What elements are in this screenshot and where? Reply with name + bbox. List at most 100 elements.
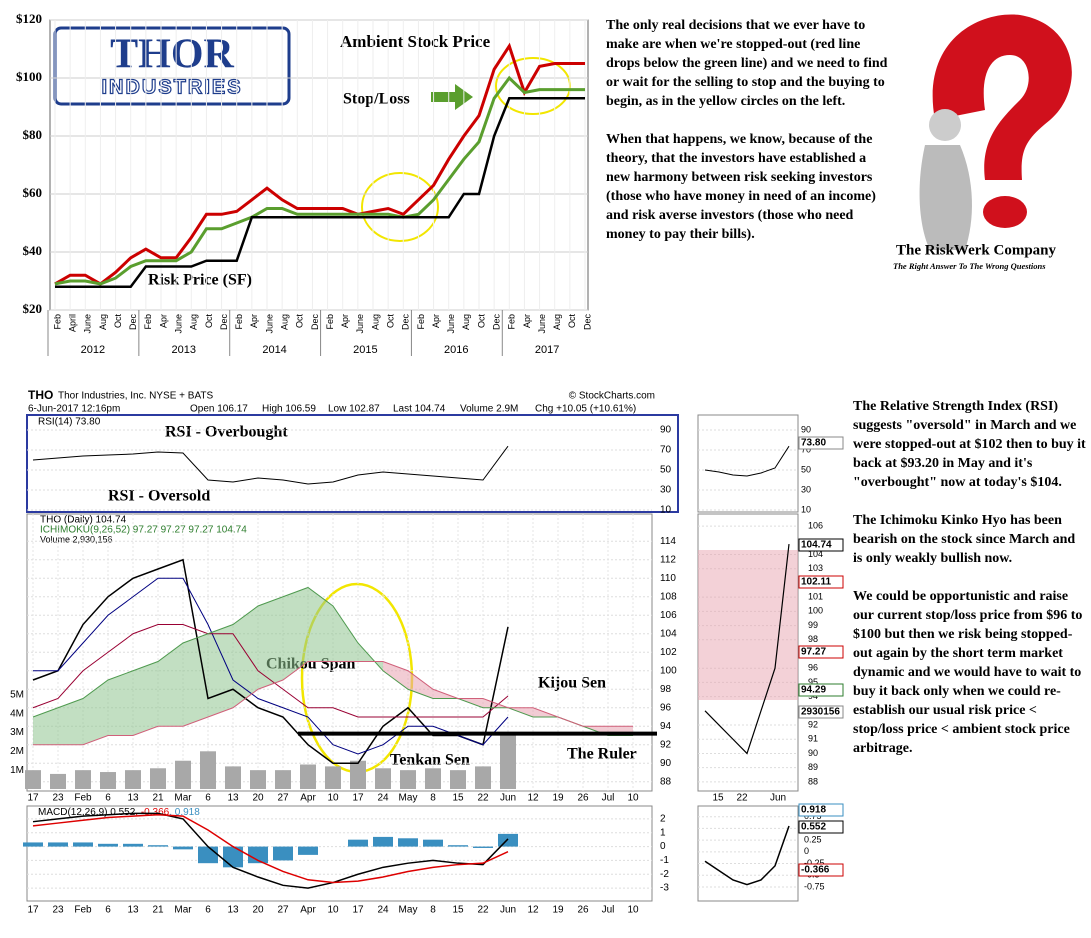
annotation: Ambient Stock Price bbox=[340, 32, 491, 51]
text-bottom: The Relative Strength Index (RSI) sugges… bbox=[853, 397, 1087, 777]
y-tick-label: 88 bbox=[660, 776, 672, 787]
volume-tick-label: 3M bbox=[10, 727, 24, 738]
y-tick-label: $100 bbox=[16, 69, 42, 84]
x-tick-label: 17 bbox=[27, 905, 39, 916]
value-label: -0.366 bbox=[801, 865, 830, 876]
cloud bbox=[308, 587, 333, 662]
x-tick-label: April bbox=[68, 314, 78, 332]
x-tick-label: Jul bbox=[602, 793, 615, 804]
histogram-bar bbox=[348, 839, 368, 847]
y-tick-label: -1 bbox=[660, 855, 669, 866]
legend: Volume 2,930,156 bbox=[40, 534, 113, 544]
x-tick-label: June bbox=[174, 314, 184, 334]
value-label: 97.27 bbox=[801, 647, 826, 658]
x-tick-label: Feb bbox=[143, 314, 153, 330]
y-tick-label: 95 bbox=[808, 677, 818, 687]
x-tick-label: 13 bbox=[127, 905, 139, 916]
y-tick-label: 98 bbox=[660, 684, 672, 695]
y-tick-label: 50 bbox=[660, 465, 672, 476]
legend: ICHIMOKU(9,26,52) 97.27 97.27 97.27 104.… bbox=[40, 525, 247, 536]
histogram-bar bbox=[473, 846, 493, 848]
value-label-box bbox=[798, 820, 844, 834]
paragraph: When that happens, we know, because of t… bbox=[606, 132, 876, 242]
x-tick-label: 6 bbox=[105, 793, 111, 804]
x-tick-label: June bbox=[355, 314, 365, 334]
value-label-box bbox=[798, 538, 844, 552]
line bbox=[33, 577, 509, 755]
y-tick-label: 96 bbox=[660, 702, 672, 713]
histogram-bar bbox=[398, 838, 418, 847]
x-tick-label: Feb bbox=[416, 314, 426, 330]
y-tick-label: 0.25 bbox=[804, 835, 822, 845]
histogram-bar bbox=[448, 845, 468, 847]
histogram-bar bbox=[23, 842, 43, 847]
x-tick-label: Aug bbox=[370, 314, 380, 330]
quote-field: High 106.59 bbox=[262, 404, 316, 415]
cloud bbox=[258, 596, 283, 690]
macd-frame bbox=[26, 805, 653, 902]
y-tick-label: 90 bbox=[808, 748, 818, 758]
histogram-bar bbox=[423, 839, 443, 847]
mini-frame bbox=[697, 414, 799, 513]
y-tick-label: $120 bbox=[16, 11, 42, 26]
x-tick-label: 15 bbox=[452, 793, 464, 804]
histogram-bar bbox=[273, 846, 293, 861]
quote-field: Volume 2.9M bbox=[460, 404, 518, 415]
paragraph: The only real decisions that we ever hav… bbox=[606, 18, 888, 109]
x-tick-label: Apr bbox=[300, 793, 316, 804]
line bbox=[33, 661, 633, 746]
volume-bar bbox=[300, 764, 316, 789]
x-tick-label: 15 bbox=[452, 905, 464, 916]
cloud bbox=[83, 680, 108, 745]
y-tick-label: 114 bbox=[660, 536, 676, 547]
volume-tick-label: 2M bbox=[10, 746, 24, 757]
volume-bar bbox=[275, 770, 291, 789]
x-tick-label: June bbox=[83, 314, 93, 334]
x-tick-label: 19 bbox=[552, 793, 564, 804]
x-tick-label: May bbox=[399, 905, 418, 916]
x-tick-label: Aug bbox=[98, 314, 108, 330]
y-tick-label: $60 bbox=[23, 185, 43, 200]
y-tick-label: 98 bbox=[808, 634, 818, 644]
value-label-box bbox=[798, 705, 844, 719]
x-tick-label: Feb bbox=[52, 314, 62, 330]
x-tick-label: Dec bbox=[219, 314, 229, 331]
value-label-box bbox=[798, 863, 844, 877]
histogram-bar bbox=[148, 845, 168, 847]
y-tick-label: -3 bbox=[660, 883, 669, 894]
y-tick-label: 10 bbox=[801, 504, 811, 514]
x-tick-label: May bbox=[399, 793, 418, 804]
value-label-box bbox=[798, 436, 844, 450]
volume-bar bbox=[250, 770, 266, 789]
y-tick-label: 90 bbox=[660, 425, 672, 436]
line bbox=[32, 558, 509, 764]
paragraph: The Relative Strength Index (RSI) sugges… bbox=[853, 399, 1086, 490]
volume-bar bbox=[50, 773, 66, 789]
x-tick-label: Mar bbox=[174, 905, 192, 916]
y-tick-label: 100 bbox=[808, 606, 823, 616]
x-tick-label: 10 bbox=[327, 905, 339, 916]
x-tick-label: Apr bbox=[300, 905, 316, 916]
line bbox=[32, 812, 509, 889]
x-tick-label: 12 bbox=[527, 905, 539, 916]
x-tick-label: 23 bbox=[52, 793, 64, 804]
x-tick-label: Oct bbox=[113, 314, 123, 329]
y-tick-label: 0 bbox=[660, 841, 666, 852]
x-tick-label: Dec bbox=[401, 314, 411, 331]
histogram-bar bbox=[373, 836, 393, 847]
x-tick-label: 22 bbox=[736, 793, 748, 804]
volume-tick-label: 1M bbox=[10, 765, 24, 776]
x-tick-label: Apr bbox=[340, 314, 350, 328]
y-tick-label: $40 bbox=[23, 243, 43, 258]
x-tick-label: Mar bbox=[174, 793, 192, 804]
quote-field: Open 106.17 bbox=[190, 404, 248, 415]
x-tick-label: 10 bbox=[627, 793, 639, 804]
x-tick-label: Oct bbox=[476, 314, 486, 329]
x-tick-label: 13 bbox=[227, 793, 239, 804]
volume-bar bbox=[175, 760, 191, 789]
annotation: Risk Price (SF) bbox=[148, 272, 252, 289]
x-tick-label: 22 bbox=[477, 905, 489, 916]
x-tick-label: Feb bbox=[74, 905, 92, 916]
y-tick-label: 100 bbox=[660, 665, 677, 676]
y-tick-label: 94 bbox=[660, 721, 672, 732]
